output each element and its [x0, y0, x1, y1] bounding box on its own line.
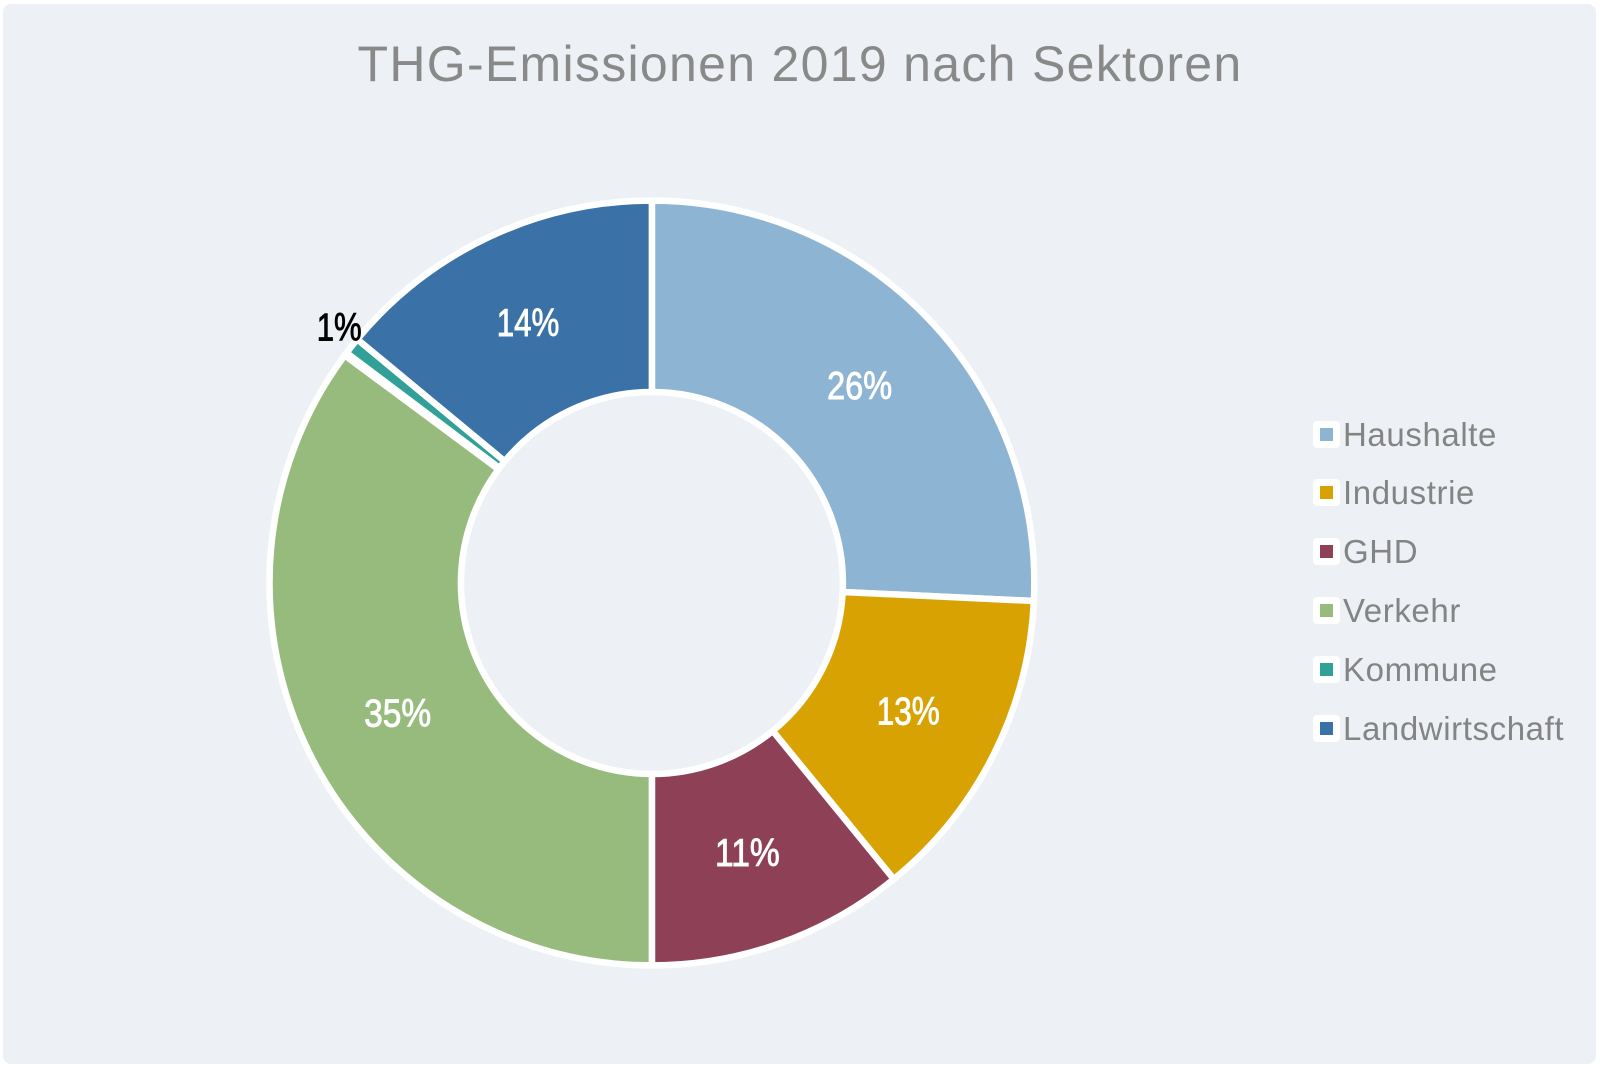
- svg-text:13%: 13%: [877, 691, 940, 734]
- svg-text:14%: 14%: [497, 302, 560, 345]
- svg-text:35%: 35%: [364, 692, 431, 735]
- svg-text:26%: 26%: [827, 365, 892, 408]
- svg-text:1%: 1%: [317, 307, 362, 350]
- svg-text:11%: 11%: [715, 832, 780, 875]
